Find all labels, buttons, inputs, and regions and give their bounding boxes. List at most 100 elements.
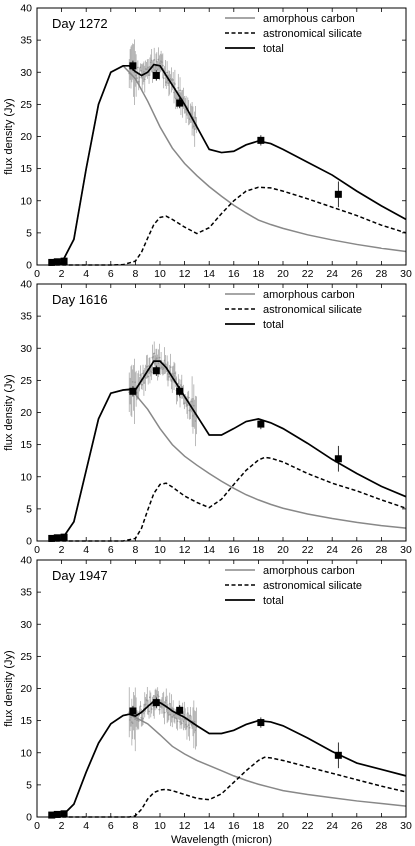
spectrum-point (152, 356, 155, 358)
spectrum-point (158, 356, 161, 359)
spectrum-point (163, 711, 166, 714)
spectrum-point (164, 363, 167, 366)
spectrum-point (146, 68, 149, 70)
spectrum-point (188, 726, 191, 729)
photometry-point (60, 533, 68, 541)
spectrum-point (170, 79, 173, 81)
spectrum-point (161, 64, 164, 67)
y-tick-label: 40 (20, 555, 32, 567)
spectrum-point (135, 74, 138, 77)
y-tick-label: 15 (20, 439, 32, 451)
spectrum-point (163, 359, 166, 362)
x-tick-label: 16 (228, 544, 240, 556)
x-tick-label: 16 (228, 268, 240, 280)
spectrum-point (153, 705, 156, 708)
spectrum-point (136, 391, 138, 394)
spectrum-point (162, 367, 165, 370)
spectrum-point (150, 371, 153, 374)
photometry-point (257, 420, 265, 428)
spectrum-point (193, 128, 196, 131)
spectrum-point (174, 378, 177, 381)
spectrum-point (173, 714, 175, 717)
spectrum-point (164, 701, 167, 704)
series-line-astronomical-silicate (49, 186, 407, 266)
photometry-point (60, 257, 68, 265)
x-tick-label: 30 (400, 820, 412, 832)
spectrum-point (167, 375, 170, 378)
spectrum-point (153, 59, 156, 61)
panel-title: Day 1272 (52, 16, 108, 31)
x-axis-label: Wavelength (micron) (171, 834, 272, 846)
spectrum-point (139, 705, 142, 708)
photometry-point (176, 706, 184, 714)
x-tick-label: 26 (351, 544, 363, 556)
spectrum-point (182, 720, 185, 723)
y-tick-label: 20 (20, 683, 32, 695)
spectrum-point (146, 365, 149, 368)
spectrum-point (140, 69, 143, 72)
spectrum-point (179, 89, 181, 92)
spectrum-point (150, 59, 153, 62)
spectrum-point (156, 68, 159, 71)
legend-entry: astronomical silicate (263, 580, 362, 592)
spectrum-point (186, 712, 189, 714)
spectrum-point (153, 352, 156, 355)
series-line-total (49, 63, 407, 266)
spectrum-point (180, 384, 182, 386)
photometry-point (48, 811, 56, 819)
spectrum-point (185, 723, 187, 726)
spectrum-point (134, 381, 137, 384)
chart-panel-1: 0 2 4 6 8 10 12 14 16 18 20 22 24 26 28 300510152025303… (3, 3, 412, 281)
legend-entry: total (263, 319, 284, 331)
y-tick-label: 5 (26, 779, 32, 791)
spectrum-point (165, 81, 168, 84)
spectrum-point (148, 74, 150, 77)
photometry-point (60, 810, 68, 818)
x-tick-label: 14 (203, 544, 215, 556)
x-tick-label: 22 (302, 820, 314, 832)
photometry-point (176, 387, 184, 395)
x-tick-label: 0 (34, 268, 40, 280)
spectrum-point (154, 69, 156, 71)
spectrum-point (146, 699, 149, 702)
chart-panel-2: 0 2 4 6 8 10 12 14 16 18 20 22 24 26 28 300510152025303… (3, 279, 412, 557)
spectrum-point (167, 373, 169, 375)
x-tick-label: 26 (351, 820, 363, 832)
y-tick-label: 20 (20, 131, 32, 143)
spectrum-point (131, 381, 134, 383)
spectrum-point (134, 718, 137, 721)
spectrum-point (155, 60, 158, 63)
y-tick-label: 15 (20, 715, 32, 727)
y-tick-label: 35 (20, 35, 32, 47)
spectrum-point (138, 76, 141, 79)
x-tick-label: 10 (154, 268, 166, 280)
x-tick-label: 2 (59, 268, 65, 280)
photometry-point (48, 534, 56, 542)
spectrum-point (162, 77, 165, 79)
spectrum-point (182, 97, 185, 100)
y-axis-label: flux density (Jy) (3, 650, 15, 726)
x-tick-label: 4 (83, 544, 89, 556)
series-line-total (49, 700, 407, 818)
spectrum-point (168, 702, 171, 705)
spectrum-point (185, 402, 187, 404)
spectrum-point (194, 729, 197, 732)
legend-entry: total (263, 43, 284, 55)
x-tick-label: 0 (34, 820, 40, 832)
spectrum-point (194, 116, 197, 119)
spectrum-point (172, 373, 175, 375)
y-tick-label: 25 (20, 99, 32, 111)
spectrum-point (150, 708, 153, 710)
y-axis-label: flux density (Jy) (3, 374, 15, 450)
spectrum-point (165, 699, 168, 702)
y-tick-label: 35 (20, 311, 32, 323)
spectrum-point (194, 420, 197, 422)
spectrum-point (170, 707, 173, 710)
y-tick-label: 10 (20, 471, 32, 483)
spectrum-error-bars (128, 341, 198, 447)
y-tick-label: 20 (20, 407, 32, 419)
legend-entry: amorphous carbon (263, 289, 355, 301)
spectrum-point (169, 713, 172, 716)
series-line-astronomical-silicate (49, 456, 407, 542)
spectrum-point (191, 723, 194, 726)
